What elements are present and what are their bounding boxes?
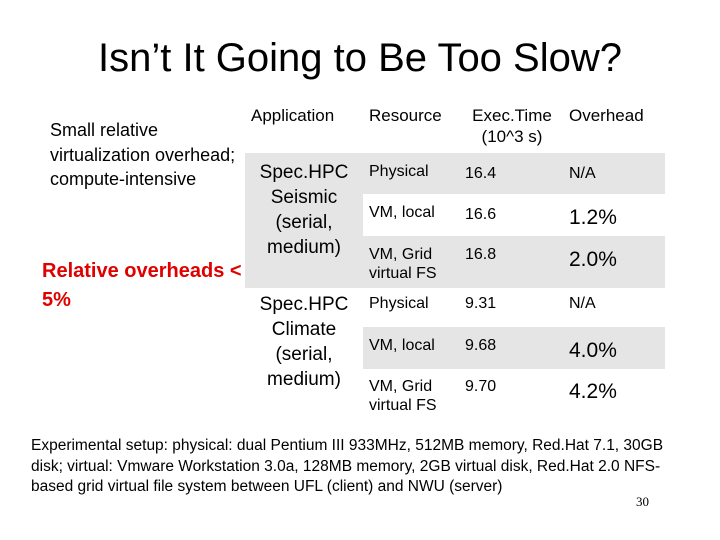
row-seismic-physical [363,153,665,194]
time-cell: 9.31 [465,295,497,312]
time-cell: 16.4 [465,165,497,182]
header-application: Application [251,106,335,125]
slide-title: Isn’t It Going to Be Too Slow? [97,36,622,80]
resource-cell: VM, Grid virtual FS [369,246,437,282]
overhead-note: Small relative virtualization overhead; … [50,120,236,189]
time-cell: 9.70 [465,378,497,395]
overhead-cell: N/A [569,165,596,182]
row-seismic-grid [363,236,665,288]
resource-cell: VM, local [369,337,435,354]
resource-cell: Physical [369,295,429,312]
results-table: Application Resource Exec.Time (10^3 s) … [245,99,665,418]
header-exec-time: Exec.Time (10^3 s) [472,106,552,146]
time-cell: 16.8 [465,246,497,263]
overhead-cell: 2.0% [569,248,617,271]
row-climate-local [363,327,665,369]
overhead-cell: N/A [569,295,596,312]
app-seismic: Spec.HPC Seismic (serial, medium) [259,162,349,258]
resource-cell: Physical [369,163,429,180]
time-cell: 16.6 [465,206,497,223]
time-cell: 9.68 [465,337,497,354]
app-climate: Spec.HPC Climate (serial, medium) [259,294,349,390]
resource-cell: VM, local [369,204,435,221]
overhead-highlight: Relative overheads < 5% [42,260,242,311]
header-overhead: Overhead [569,106,644,125]
experimental-setup-note: Experimental setup: physical: dual Penti… [31,437,664,495]
overhead-cell: 1.2% [569,206,617,229]
group-seismic-bg [245,153,363,288]
page-number: 30 [636,494,649,509]
header-resource: Resource [369,106,442,125]
overhead-cell: 4.0% [569,339,617,362]
overhead-cell: 4.2% [569,380,617,403]
resource-cell: VM, Grid virtual FS [369,378,437,414]
